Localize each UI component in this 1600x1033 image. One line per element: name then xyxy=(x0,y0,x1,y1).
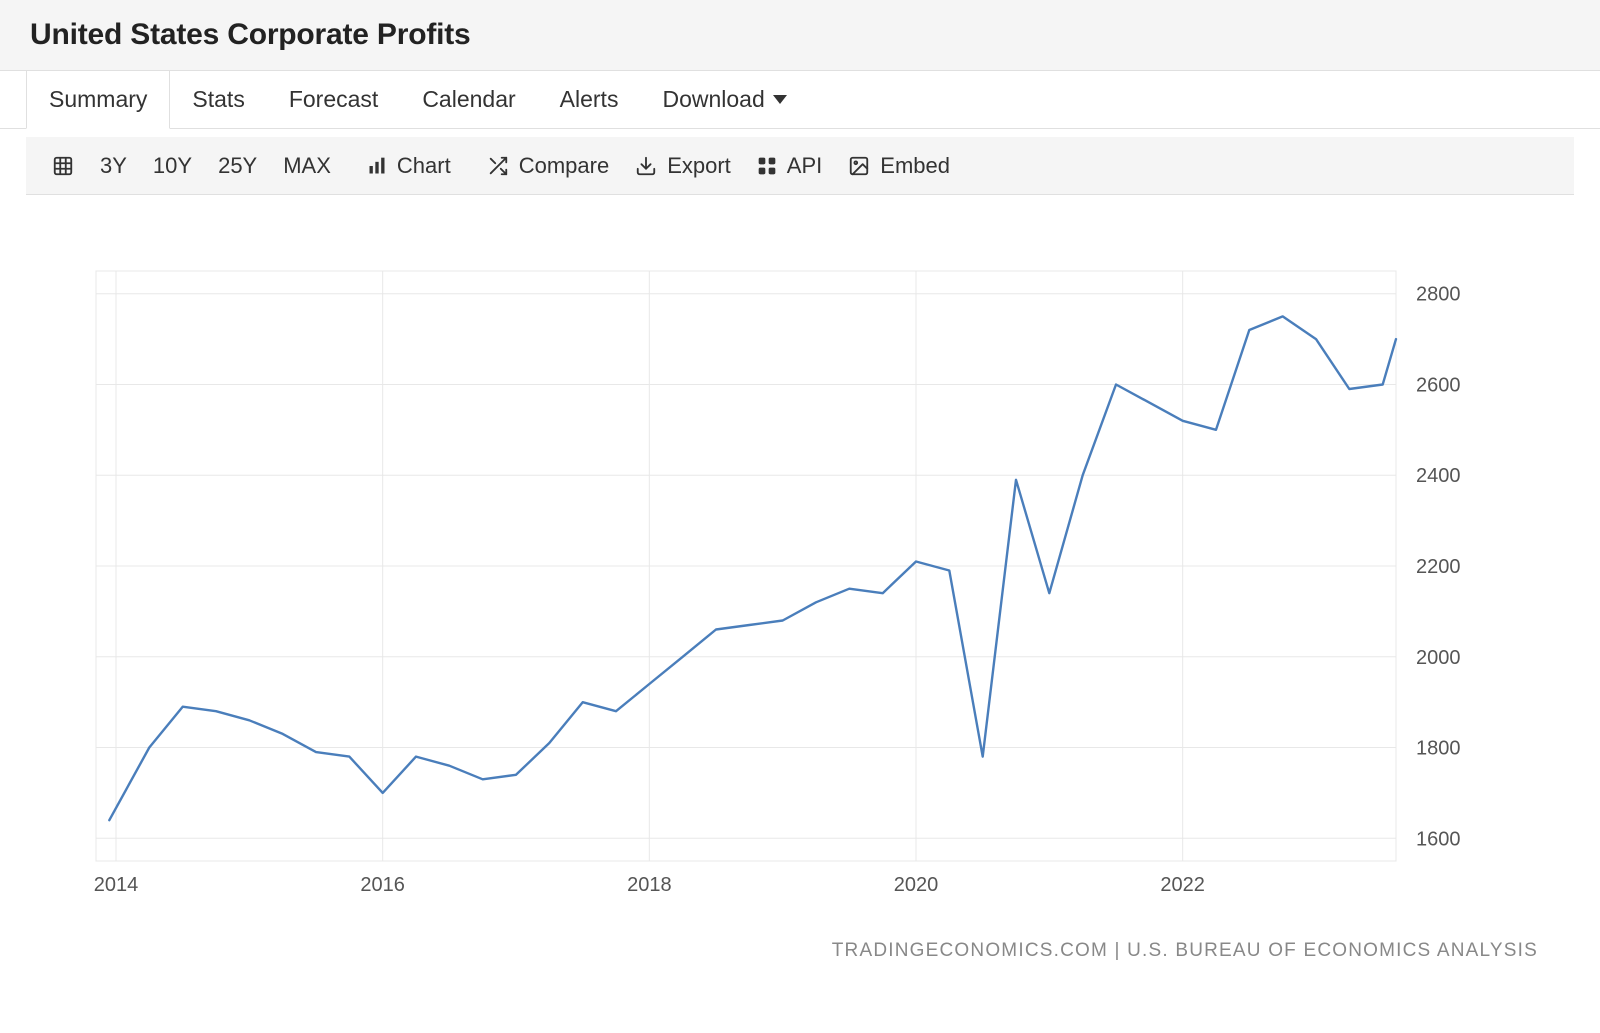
tabs-row: Summary Stats Forecast Calendar Alerts Downlo… xyxy=(0,71,1600,129)
y-tick-label: 1600 xyxy=(1416,828,1461,850)
embed-button[interactable]: Embed xyxy=(848,153,950,179)
y-tick-label: 2200 xyxy=(1416,556,1461,578)
tab-label: Calendar xyxy=(422,86,515,113)
x-tick-label: 2016 xyxy=(360,874,405,896)
tab-summary[interactable]: Summary xyxy=(26,71,170,129)
chart-container: 1600 1800 2000 2200 2400 2600 2800 2014 2016 2018… xyxy=(26,221,1574,962)
line-chart[interactable]: 1600 1800 2000 2200 2400 2600 2800 2014 2016 2018… xyxy=(26,221,1566,921)
chart-type-label: Chart xyxy=(397,153,451,179)
range-button-25y[interactable]: 25Y xyxy=(218,153,257,179)
tab-label: Alerts xyxy=(560,86,619,113)
range-button-max[interactable]: MAX xyxy=(283,153,331,179)
tab-label: Summary xyxy=(49,86,147,113)
y-tick-label: 2400 xyxy=(1416,465,1461,487)
y-tick-label: 1800 xyxy=(1416,738,1461,760)
range-button-10y[interactable]: 10Y xyxy=(153,153,192,179)
chevron-down-icon xyxy=(773,95,787,104)
header-bar: United States Corporate Profits xyxy=(0,0,1600,71)
y-tick-label: 2800 xyxy=(1416,284,1461,306)
source-attribution: TRADINGECONOMICS.COM | U.S. BUREAU OF EC… xyxy=(26,926,1574,962)
embed-label: Embed xyxy=(880,153,950,179)
chart-type-button[interactable]: Chart xyxy=(367,153,461,179)
range-button-3y[interactable]: 3Y xyxy=(100,153,127,179)
page-title: United States Corporate Profits xyxy=(30,18,1570,52)
tab-label: Download xyxy=(662,86,764,113)
toolbar-row: 3Y 10Y 25Y MAX Chart Compare Export xyxy=(26,137,1574,195)
range-buttons-group: 3Y 10Y 25Y MAX xyxy=(100,153,331,179)
date-picker-button[interactable] xyxy=(52,155,74,177)
image-icon xyxy=(848,155,870,177)
x-tick-label: 2020 xyxy=(894,874,939,896)
page-root: United States Corporate Profits SummaryS… xyxy=(0,0,1600,1033)
bar-chart-icon xyxy=(367,156,387,176)
x-tick-label: 2014 xyxy=(94,874,139,896)
download-icon xyxy=(635,155,657,177)
shuffle-icon xyxy=(487,155,509,177)
tab-stats[interactable]: Stats xyxy=(170,71,266,128)
y-tick-label: 2600 xyxy=(1416,374,1461,396)
x-tick-label: 2022 xyxy=(1160,874,1205,896)
api-label: API xyxy=(787,153,822,179)
tab-forecast[interactable]: Forecast xyxy=(267,71,400,128)
x-tick-label: 2018 xyxy=(627,874,672,896)
tab-label: Stats xyxy=(192,86,244,113)
y-tick-label: 2000 xyxy=(1416,647,1461,669)
tab-alerts[interactable]: Alerts xyxy=(538,71,641,128)
compare-button[interactable]: Compare xyxy=(487,153,609,179)
api-button[interactable]: API xyxy=(757,153,822,179)
tab-download[interactable]: Download xyxy=(640,71,808,128)
export-label: Export xyxy=(667,153,731,179)
export-button[interactable]: Export xyxy=(635,153,731,179)
grid-icon xyxy=(757,156,777,176)
tab-label: Forecast xyxy=(289,86,378,113)
compare-label: Compare xyxy=(519,153,609,179)
tab-calendar[interactable]: Calendar xyxy=(400,71,537,128)
calendar-grid-icon xyxy=(52,155,74,177)
